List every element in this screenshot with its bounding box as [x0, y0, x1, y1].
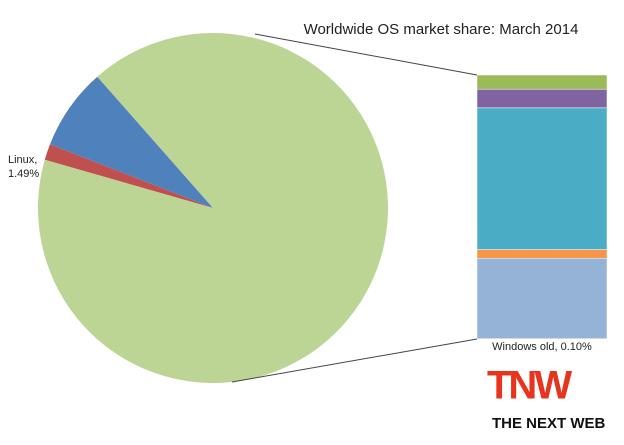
pie-slice: [44, 144, 213, 208]
data-label: Windows old, 0.10%: [492, 341, 592, 353]
bar-segment: [476, 249, 608, 259]
pie-slice: [38, 32, 388, 384]
data-label: Linux, 1.49%: [8, 154, 39, 180]
bar-segment: [476, 74, 608, 90]
bar-segment: [476, 107, 608, 250]
chart-title: Worldwide OS market share: March 2014: [304, 21, 579, 38]
pie-slice: [50, 76, 213, 209]
bar-segment: [476, 257, 608, 339]
connector: [231, 338, 478, 383]
connector: [254, 33, 478, 76]
bar-segment: [476, 88, 608, 109]
logo-mark: TNW: [487, 364, 572, 408]
logo-text: THE NEXT WEB: [492, 415, 606, 432]
